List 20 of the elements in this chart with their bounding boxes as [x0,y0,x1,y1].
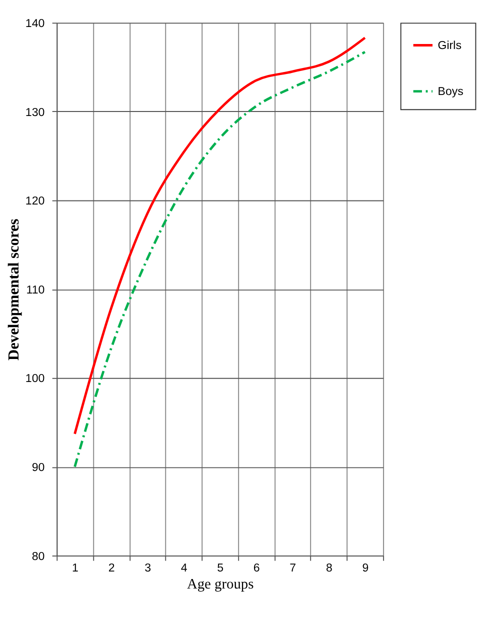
x-tick-label: 8 [326,562,332,574]
x-tick-label: 5 [217,562,224,574]
x-tick-label: 1 [72,562,78,574]
x-tick-label: 9 [362,562,369,574]
x-tick-label: 4 [180,562,188,574]
y-tick-label: 120 [25,196,45,208]
y-tick-label: 140 [25,18,45,30]
y-tick-label: 90 [32,462,45,474]
legend-label: Girls [438,40,462,52]
y-tick-label: 100 [25,373,45,386]
x-tick-label: 7 [290,562,296,574]
y-axis-title: Developmental scores [6,218,23,360]
y-tick-label: 110 [26,284,45,296]
legend-label: Boys [438,86,464,98]
x-tick-label: 3 [144,562,151,574]
y-tick-label: 130 [25,106,45,119]
x-axis-title: Age groups [186,576,254,593]
y-tick-label: 80 [32,550,45,563]
x-tick-label: 2 [108,562,115,574]
x-tick-label: 6 [253,562,260,574]
